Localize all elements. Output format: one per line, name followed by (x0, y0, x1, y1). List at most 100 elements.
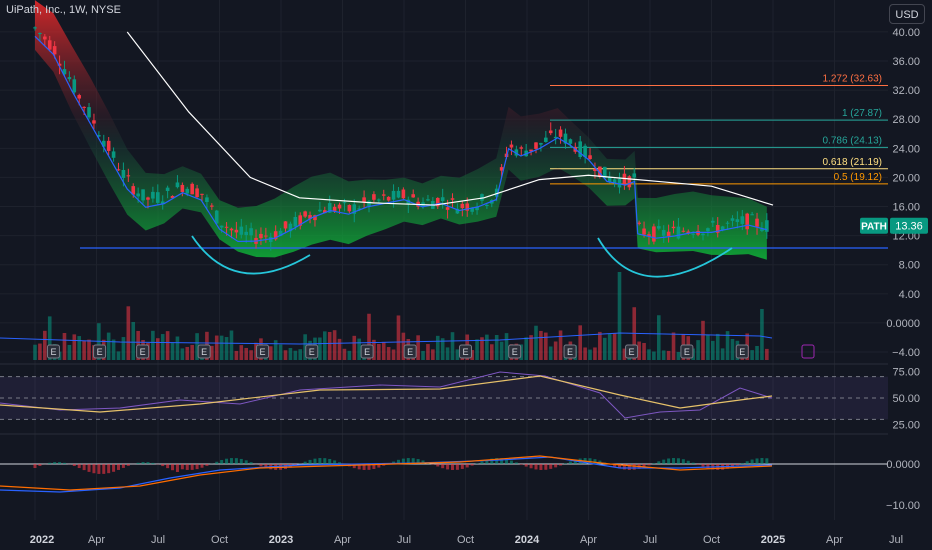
candle-body (121, 169, 126, 178)
currency-button[interactable]: USD (889, 4, 925, 24)
candle-body (720, 226, 725, 231)
candle-body (755, 218, 759, 227)
earnings-marker (459, 344, 472, 359)
macd-histogram-bar (745, 461, 749, 464)
candle-body (219, 225, 224, 228)
price-tick-label: 4.00 (899, 289, 920, 301)
volume-bar (519, 344, 524, 360)
volume-bar (750, 350, 754, 360)
candle-body (165, 187, 170, 192)
volume-bar (352, 335, 357, 360)
macd-histogram-bar (406, 458, 410, 464)
volume-bar (121, 337, 126, 360)
candle-body (264, 235, 268, 237)
earnings-marker (305, 344, 319, 359)
macd-histogram-bar (220, 459, 224, 464)
macd-histogram-bar (318, 458, 322, 464)
volume-bar (548, 346, 553, 360)
earnings-letter: E (739, 347, 745, 357)
macd-histogram-bar (450, 464, 454, 470)
macd-histogram-bar (166, 464, 170, 469)
candle-body (352, 204, 357, 214)
volume-bar (303, 334, 307, 360)
volume-bar (391, 349, 396, 360)
macd-histogram-bar (62, 462, 66, 464)
candle-body (661, 230, 666, 236)
earnings-marker (256, 344, 270, 359)
macd-histogram-bar (662, 459, 666, 464)
earnings-letter: E (684, 347, 690, 357)
volume-bar (396, 315, 401, 360)
macd-histogram-bar (441, 464, 445, 469)
macd-histogram-bar (706, 464, 710, 469)
time-tick-label: 2022 (30, 534, 54, 546)
volume-bar (47, 316, 52, 360)
time-tick-label: Oct (211, 534, 228, 546)
rsi-tick-label: 75.00 (892, 366, 920, 378)
candle-body (259, 233, 263, 239)
time-tick-label: Jul (889, 534, 903, 546)
macd-histogram-bar (175, 464, 179, 472)
candle-body (568, 139, 573, 144)
symbol-title[interactable]: UiPath, Inc., 1W, NYSE (6, 4, 121, 16)
macd-histogram-bar (519, 464, 523, 465)
earnings-marker (563, 344, 577, 359)
macd-histogram-bar (470, 464, 474, 466)
candle-body (544, 137, 548, 142)
time-tick-label: Apr (580, 534, 597, 546)
macd-histogram-bar (559, 464, 563, 466)
volume-bar (293, 350, 298, 360)
volume-bar (485, 334, 489, 360)
macd-histogram-bar (696, 464, 700, 465)
volume-bar (440, 338, 445, 360)
earnings-marker (680, 344, 694, 359)
macd-histogram-bar (146, 462, 150, 464)
candle-body (514, 149, 519, 156)
candle-body (97, 135, 101, 137)
volume-bar (327, 331, 332, 360)
volume-bar (126, 306, 131, 360)
candle-body (499, 167, 504, 171)
macd-histogram-bar (593, 459, 597, 464)
candle-body (765, 220, 769, 232)
volume-bar (730, 338, 735, 360)
macd-histogram-bar (627, 464, 631, 470)
price-tick-label: 20.00 (892, 172, 920, 184)
volume-bar (401, 332, 406, 360)
candle-body (185, 188, 190, 194)
candle-body (760, 229, 764, 231)
rsi-tick-label: 25.00 (892, 420, 920, 432)
volume-bar (214, 335, 219, 360)
earnings-marker (403, 344, 417, 359)
macd-histogram-bar (534, 464, 538, 470)
earnings-marker (136, 344, 150, 359)
macd-histogram-bar (357, 464, 361, 470)
candle-body (52, 46, 57, 55)
candle-body (293, 216, 298, 227)
macd-histogram-bar (647, 464, 651, 466)
macd-histogram-bar (421, 460, 425, 464)
earnings-marker (360, 344, 374, 359)
candle-body (337, 204, 342, 209)
candle-body (706, 228, 710, 232)
time-tick-label: Apr (334, 534, 351, 546)
grid (0, 0, 897, 520)
volume-bar (760, 308, 764, 360)
candle-body (141, 189, 145, 201)
volume-bar (720, 348, 725, 360)
macd-histogram-bar (244, 460, 248, 464)
time-axis: 2022 Apr Jul Oct 2023 Apr Jul Oct 2024 Apr Jul Oct 2… (0, 528, 932, 550)
earnings-letter: E (407, 347, 413, 357)
candle-body (308, 215, 312, 219)
candle-body (676, 226, 681, 239)
macd-histogram-bar (622, 464, 626, 470)
volume-bar (602, 337, 607, 360)
candle-body (558, 129, 563, 137)
earnings-letter: E (201, 347, 207, 357)
volume-bar (268, 346, 273, 360)
candle-body (224, 226, 229, 228)
candle-body (460, 203, 465, 209)
macd-histogram-bar (38, 464, 42, 466)
volume-bar (342, 348, 347, 360)
